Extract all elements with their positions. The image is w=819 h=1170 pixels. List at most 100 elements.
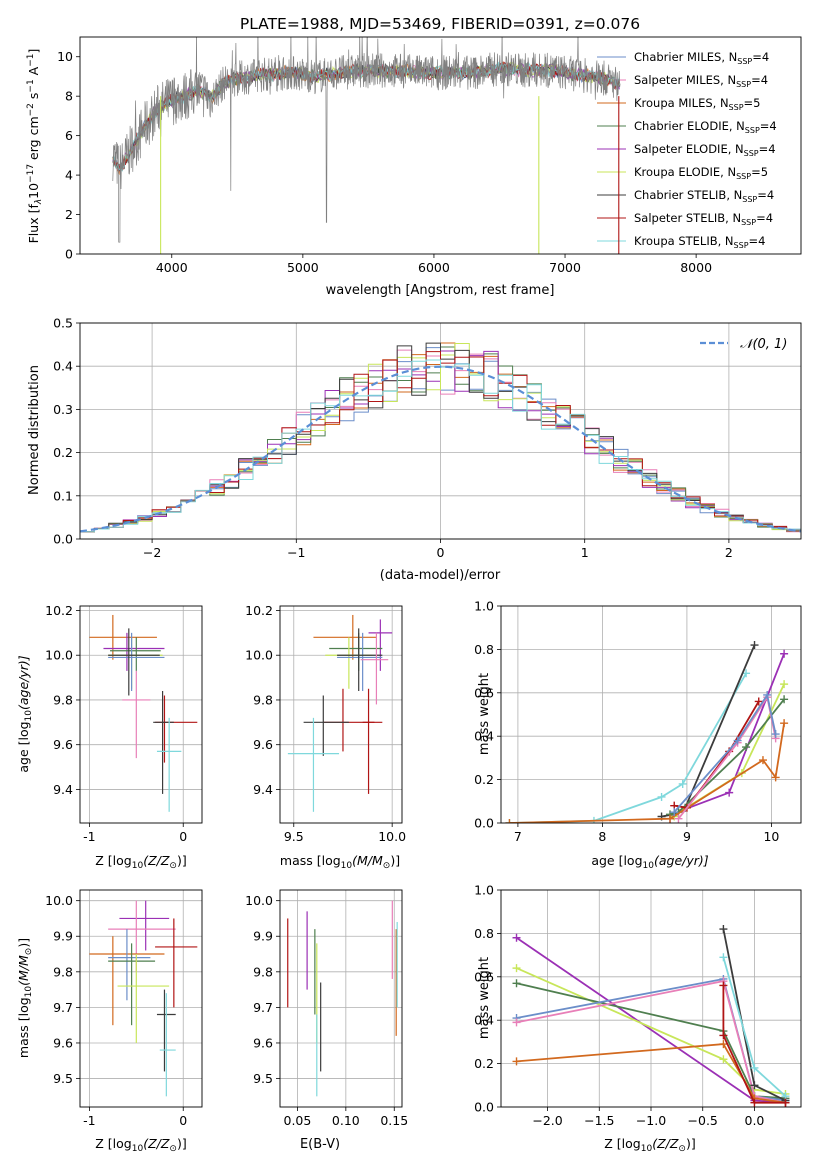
spectrum-ylabel: Flux [fλ10−17 erg cm−2 s−1 A−1] bbox=[26, 49, 44, 244]
mass-vs-z-xtick-label: -1 bbox=[83, 1113, 95, 1128]
age-vs-z-panel: Z [log10(Z/Z⊙)] age [log10(age/yr)] -1 0 9… bbox=[16, 603, 203, 871]
spectrum-ytick-label: 10 bbox=[57, 49, 73, 64]
age-vs-mass-panel: mass [log10(M/M⊙)] 9.5 10.0 9.4 9.6 9.8 10.0 1… bbox=[245, 603, 406, 871]
massweight-vs-age-xtick-label: 7 bbox=[514, 829, 522, 844]
massweight-vs-z-lines bbox=[512, 925, 790, 1107]
massweight-vs-z-ytick-label: 0.0 bbox=[474, 1100, 494, 1115]
histogram-ytick-label: 0.3 bbox=[53, 402, 73, 417]
massweight-vs-age-line-9 bbox=[673, 692, 777, 813]
massweight-vs-age-xtick-label: 10 bbox=[763, 829, 779, 844]
hist-step-9 bbox=[80, 359, 801, 533]
massweight-vs-z-line-9 bbox=[722, 985, 786, 1104]
massweight-vs-age-xtick-label: 8 bbox=[598, 829, 606, 844]
age-vs-mass-xtick-label: 10.0 bbox=[378, 829, 406, 844]
age-vs-z-ylabel: age [log10(age/yr)] bbox=[16, 655, 34, 772]
age-vs-mass-ytick-label: 9.4 bbox=[253, 782, 273, 797]
spectrum-lines bbox=[112, 37, 621, 254]
spectrum-xtick-label: 7000 bbox=[549, 260, 581, 275]
mass-vs-z-ytick-label: 9.7 bbox=[53, 1000, 73, 1015]
massweight-vs-z-marker bbox=[750, 1098, 759, 1107]
spectrum-xlabel: wavelength [Angstrom, rest frame] bbox=[326, 283, 555, 298]
mass-vs-z-ytick-label: 9.6 bbox=[53, 1035, 73, 1050]
massweight-vs-z-marker bbox=[512, 933, 521, 942]
mass-vs-ebv-frame bbox=[279, 889, 403, 1108]
age-vs-z-ytick-label: 9.6 bbox=[53, 737, 73, 752]
massweight-vs-age-marker bbox=[771, 773, 780, 782]
histogram-xtick-label: −1 bbox=[287, 545, 305, 560]
massweight-vs-age-marker bbox=[780, 695, 789, 704]
massweight-vs-age-marker bbox=[666, 814, 675, 823]
age-vs-mass-xlabel: mass [log10(M/M⊙)] bbox=[280, 853, 400, 871]
mass-vs-ebv-xtick-label: 0.05 bbox=[284, 1113, 312, 1128]
mass-vs-ebv-ytick-label: 9.8 bbox=[253, 964, 273, 979]
histogram-ylabel: Normed distribution bbox=[27, 365, 42, 495]
massweight-vs-age-marker bbox=[750, 641, 759, 650]
normal-curve bbox=[80, 365, 801, 533]
massweight-vs-age-marker bbox=[674, 814, 683, 823]
massweight-vs-z-line-5 bbox=[516, 980, 786, 1104]
massweight-vs-age-frame bbox=[500, 605, 802, 824]
age-vs-mass-frame bbox=[279, 605, 403, 824]
spectrum-ytick-label: 0 bbox=[65, 247, 73, 262]
age-vs-mass-ytick-label: 9.6 bbox=[253, 737, 273, 752]
massweight-vs-age-line-7 bbox=[509, 723, 785, 823]
legend-label-7: Chabrier STELIB, NSSP=4 bbox=[634, 188, 774, 204]
histogram-steps bbox=[80, 342, 801, 533]
mass-vs-z-panel: Z [log10(Z/Z⊙)] mass [log10(M/M⊙)] -1 0 9.… bbox=[16, 889, 203, 1154]
age-vs-mass-xtick-label: 9.5 bbox=[284, 829, 304, 844]
massweight-vs-z-panel: Z [log10(Z/Z⊙)] mass weight −2.0 −1.5 −1.0… bbox=[474, 883, 802, 1154]
histogram-ytick-label: 0.5 bbox=[53, 316, 73, 331]
spectrum-legend: Chabrier MILES, NSSP=4 Salpeter MILES, NS… bbox=[597, 50, 777, 250]
spectrum-xtick-label: 5000 bbox=[287, 260, 319, 275]
spectrum-ytick-label: 8 bbox=[65, 89, 73, 104]
massweight-vs-age-ytick-label: 0.6 bbox=[474, 685, 494, 700]
massweight-vs-z-xtick-label: −0.5 bbox=[688, 1113, 718, 1128]
massweight-vs-z-xtick-label: −2.0 bbox=[532, 1113, 562, 1128]
massweight-vs-age-ytick-label: 0.2 bbox=[474, 772, 494, 787]
massweight-vs-age-marker bbox=[771, 730, 780, 739]
massweight-vs-age-xlabel: age [log10(age/yr)] bbox=[591, 853, 708, 871]
spectrum-frame bbox=[79, 36, 802, 255]
massweight-vs-z-line-3 bbox=[516, 982, 786, 1100]
massweight-vs-age-marker bbox=[763, 690, 772, 699]
age-vs-z-errorbars bbox=[89, 614, 198, 812]
mass-vs-ebv-ytick-label: 10.0 bbox=[245, 893, 273, 908]
massweight-vs-z-xtick-label: 0.0 bbox=[745, 1113, 765, 1128]
massweight-vs-z-marker bbox=[512, 964, 521, 973]
massweight-vs-z-marker bbox=[719, 925, 728, 934]
mass-vs-ebv-panel: E(B-V) 0.05 0.10 0.15 9.5 9.6 9.7 9.8 9.9 10.0 bbox=[245, 889, 408, 1152]
massweight-vs-z-marker bbox=[719, 953, 728, 962]
spectrum-ytick-label: 6 bbox=[65, 128, 73, 143]
histogram-ytick-label: 0.1 bbox=[53, 488, 73, 503]
massweight-vs-age-marker bbox=[754, 697, 763, 706]
age-vs-z-xtick-label: 0 bbox=[179, 829, 187, 844]
age-vs-z-frame bbox=[79, 605, 203, 824]
massweight-vs-z-marker bbox=[750, 1063, 759, 1072]
mass-vs-z-ytick-label: 9.5 bbox=[53, 1071, 73, 1086]
histogram-xtick-label: 2 bbox=[725, 545, 733, 560]
mass-vs-z-ytick-label: 9.8 bbox=[53, 964, 73, 979]
massweight-vs-z-marker bbox=[512, 979, 521, 988]
age-vs-mass-ytick-label: 10.2 bbox=[245, 603, 273, 618]
massweight-vs-age-marker bbox=[670, 808, 679, 817]
legend-label-6: Kroupa ELODIE, NSSP=5 bbox=[634, 165, 768, 181]
massweight-vs-z-xtick-label: −1.0 bbox=[636, 1113, 666, 1128]
mass-vs-ebv-xtick-label: 0.15 bbox=[380, 1113, 408, 1128]
massweight-vs-z-ytick-label: 1.0 bbox=[474, 883, 494, 898]
massweight-vs-z-marker bbox=[719, 1055, 728, 1064]
massweight-vs-z-xtick-label: −1.5 bbox=[584, 1113, 614, 1128]
massweight-vs-z-xlabel: Z [log10(Z/Z⊙)] bbox=[604, 1136, 695, 1154]
mass-vs-z-xtick-label: 0 bbox=[179, 1113, 187, 1128]
legend-label-8: Salpeter STELIB, NSSP=4 bbox=[634, 211, 773, 227]
massweight-vs-z-line-2 bbox=[516, 967, 786, 1095]
massweight-vs-age-ytick-label: 0.8 bbox=[474, 642, 494, 657]
age-vs-mass-ytick-label: 10.0 bbox=[245, 648, 273, 663]
massweight-vs-z-marker bbox=[512, 1057, 521, 1066]
age-vs-z-ytick-label: 9.4 bbox=[53, 782, 73, 797]
age-vs-z-ytick-label: 10.0 bbox=[45, 648, 73, 663]
mass-vs-ebv-ytick-label: 9.9 bbox=[253, 929, 273, 944]
massweight-vs-age-marker bbox=[780, 649, 789, 658]
figure-title: PLATE=1988, MJD=53469, FIBERID=0391, z=0… bbox=[240, 15, 640, 33]
massweight-vs-age-marker bbox=[725, 788, 734, 797]
